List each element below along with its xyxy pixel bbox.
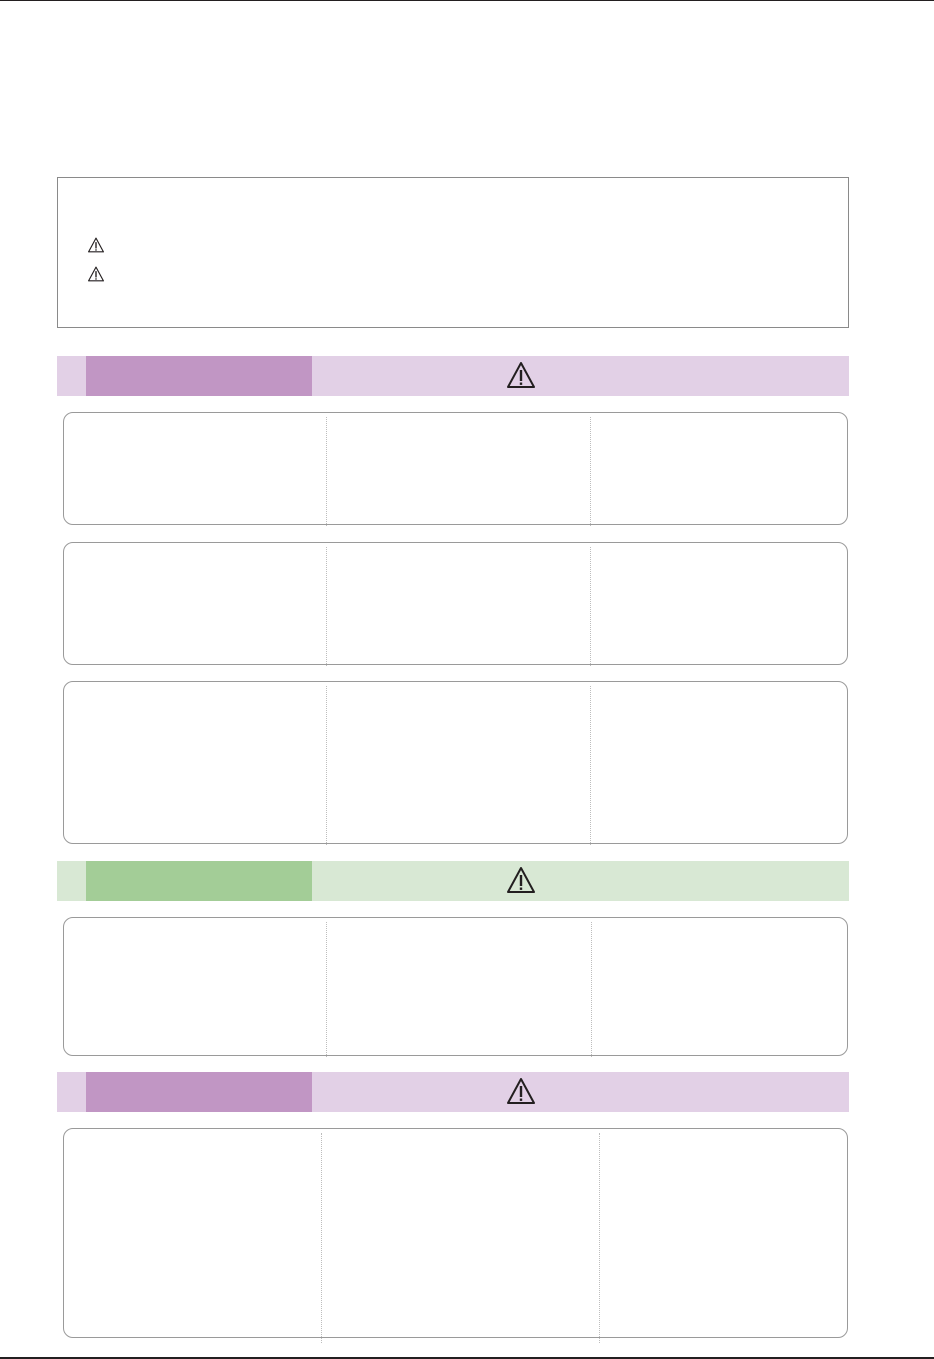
warning-triangle-icon [87,266,105,282]
warning-triangle-icon [506,866,536,894]
section-tab [86,356,312,396]
column-divider [326,417,327,526]
bottom-rule [0,1357,934,1359]
column-divider [590,686,591,845]
warning-triangle-icon [506,1077,536,1105]
notice-box [57,177,849,328]
section-header-caution [57,861,849,901]
column-divider [326,686,327,845]
column-divider [326,922,327,1057]
warning-triangle-icon [87,237,105,253]
content-box [63,1128,848,1343]
section-tab [86,1072,312,1112]
section-header-warning [57,356,849,396]
warning-triangle-icon [506,361,536,389]
column-divider [590,547,591,666]
column-divider [591,922,592,1057]
column-divider [590,417,591,526]
column-divider [326,547,327,666]
section-tab [86,861,312,901]
top-rule [0,0,934,1]
content-box [63,681,848,845]
content-box [63,542,848,666]
column-divider [599,1133,600,1343]
content-box [63,412,848,526]
column-divider [321,1133,322,1343]
section-header-warning [57,1072,849,1112]
content-box [63,917,848,1057]
